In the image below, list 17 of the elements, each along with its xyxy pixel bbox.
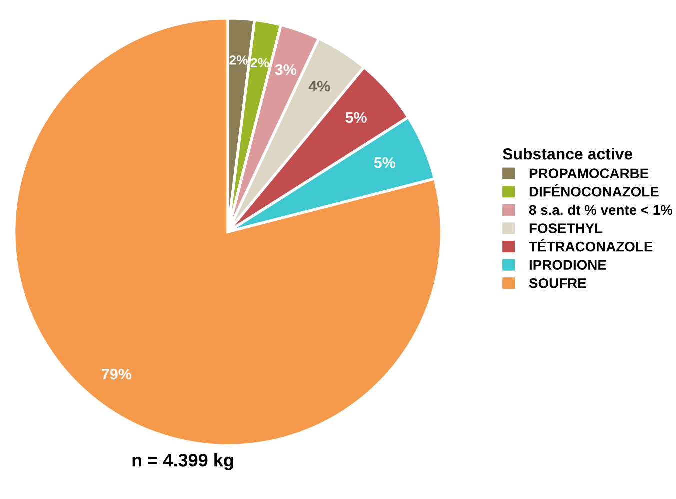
data-label: 4% xyxy=(308,80,330,92)
pie-slice xyxy=(12,16,444,448)
data-label: 2% xyxy=(250,58,270,68)
legend-label: 8 s.a. dt % vente < 1% xyxy=(529,204,673,216)
legend-title: Substance active xyxy=(503,148,633,160)
data-label: 5% xyxy=(346,112,367,124)
data-label: 2% xyxy=(230,56,248,65)
legend-label: IPRODIONE xyxy=(530,260,606,270)
legend-label: PROPAMOCARBE xyxy=(530,168,649,179)
data-label: 79% xyxy=(102,368,132,380)
legend-label: SOUFRE xyxy=(529,278,586,288)
legend-label: TÉTRACONAZOLE xyxy=(529,239,653,252)
data-label: 5% xyxy=(374,157,396,168)
legend-label: FOSETHYL xyxy=(530,224,603,234)
legend-label: DIFÉNOCONAZOLE xyxy=(530,184,659,197)
text: n = 4.399 kg xyxy=(132,454,234,470)
data-label: 3% xyxy=(275,64,297,76)
